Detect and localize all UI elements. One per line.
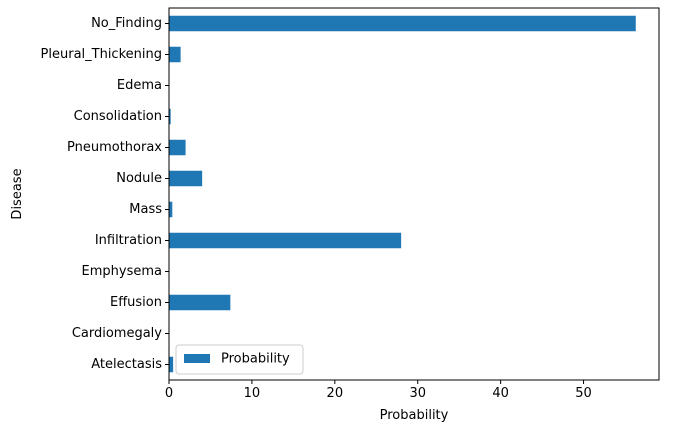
bar-consolidation — [169, 108, 171, 125]
legend-label: Probability — [221, 352, 290, 367]
y-axis-label: Disease — [10, 168, 25, 219]
legend-box — [175, 344, 304, 375]
x-ticks — [168, 380, 585, 384]
bar-nodule — [169, 170, 203, 187]
x-tick-label: 50 — [575, 386, 592, 401]
y-tick-label: Mass — [129, 202, 162, 217]
x-tick-label: 40 — [492, 386, 509, 401]
y-tick-label: Pneumothorax — [67, 140, 162, 155]
y-tick-label: Infiltration — [95, 233, 162, 248]
y-tick-label: Pleural_Thickening — [41, 47, 162, 62]
x-tick-label: 20 — [327, 386, 344, 401]
y-tick-label: Cardiomegaly — [72, 326, 162, 341]
bar-infiltration — [169, 232, 402, 249]
bar-no-finding — [169, 15, 636, 32]
x-tick-labels: 0 10 20 30 40 50 — [165, 386, 592, 401]
y-tick-label: No_Finding — [91, 16, 162, 31]
bar-pleural-thickening — [169, 46, 181, 63]
y-tick-label: Consolidation — [74, 109, 162, 124]
bars — [169, 15, 636, 373]
bar-effusion — [169, 294, 231, 311]
y-tick-label: Effusion — [110, 295, 162, 310]
legend-swatch — [184, 354, 210, 363]
x-tick-label: 0 — [165, 386, 173, 401]
y-tick-labels: Atelectasis Cardiomegaly Effusion Emphysema… — [41, 16, 163, 372]
bar-mass — [169, 201, 173, 218]
y-tick-label: Edema — [117, 78, 162, 93]
x-axis-label: Probability — [380, 408, 449, 423]
y-ticks — [165, 23, 169, 365]
x-tick-label: 10 — [244, 386, 261, 401]
bar-pneumothorax — [169, 139, 186, 156]
y-tick-label: Atelectasis — [91, 357, 162, 372]
bar-atelectasis — [169, 356, 174, 373]
y-tick-label: Nodule — [116, 171, 162, 186]
plot-frame — [168, 7, 660, 381]
x-tick-label: 30 — [409, 386, 426, 401]
legend: Probability — [175, 344, 304, 375]
y-tick-label: Emphysema — [82, 264, 162, 279]
